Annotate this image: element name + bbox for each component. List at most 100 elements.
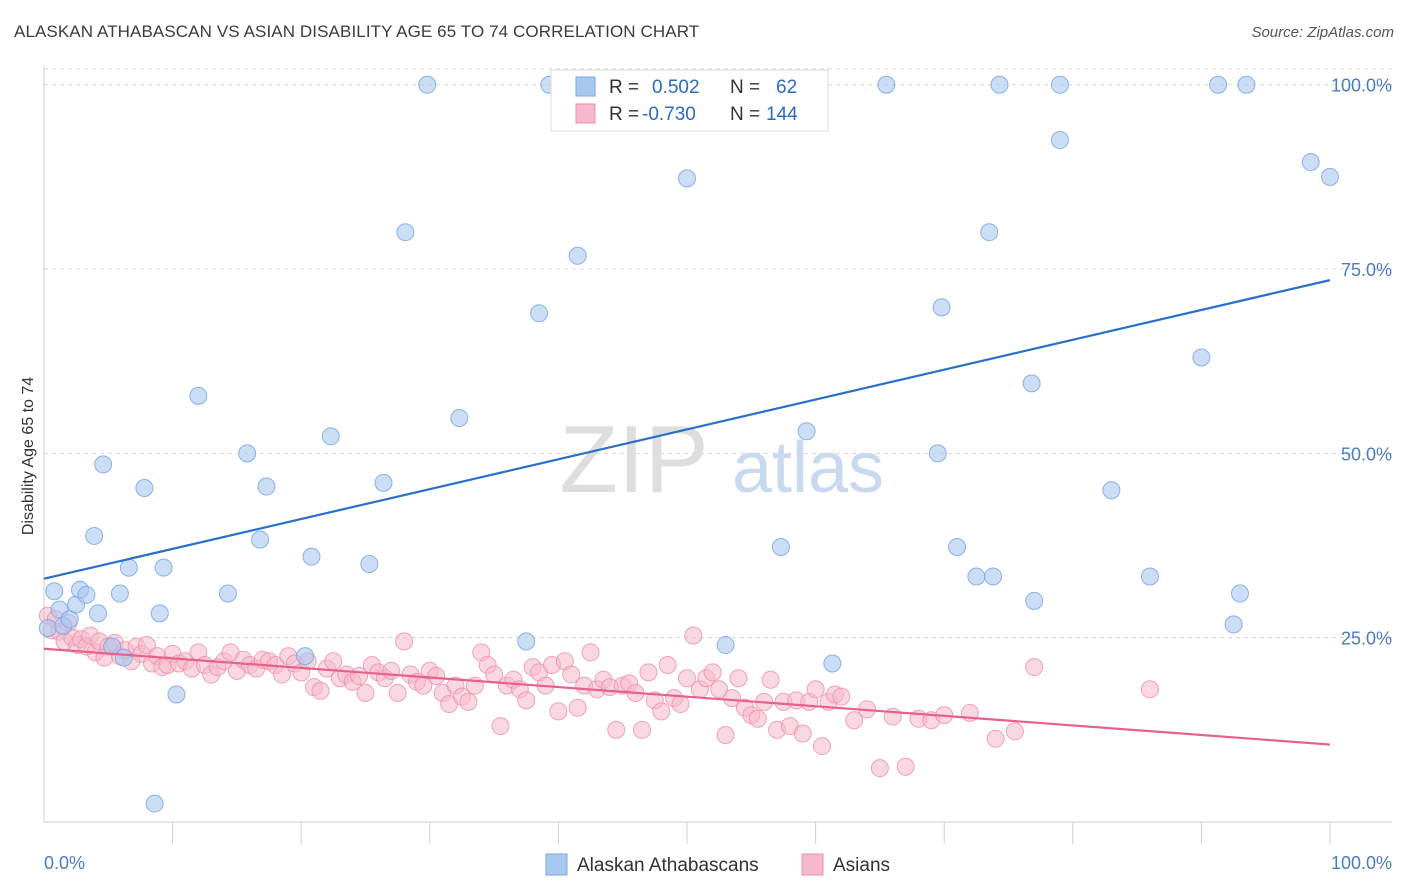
data-point-asians [562, 665, 581, 684]
data-point-alaskan-athabascans [1050, 75, 1069, 94]
data-point-asians [324, 652, 343, 671]
data-point-asians [607, 720, 626, 739]
data-point-asians [806, 680, 825, 699]
data-point-alaskan-athabascans [45, 582, 64, 601]
stats-legend-r-value-blue: 0.502 [652, 77, 700, 98]
data-point-alaskan-athabascans [119, 558, 138, 577]
data-point-alaskan-athabascans [1224, 615, 1243, 634]
data-point-asians [710, 680, 729, 699]
stats-legend-n-value-blue: 62 [776, 77, 797, 98]
data-point-alaskan-athabascans [85, 526, 104, 545]
x-tick-label-max: 100.0% [1331, 853, 1392, 873]
data-point-alaskan-athabascans [1022, 374, 1041, 393]
data-point-asians [356, 683, 375, 702]
data-point-alaskan-athabascans [1025, 591, 1044, 610]
stats-legend-n-label-blue: N = [730, 77, 760, 98]
data-point-alaskan-athabascans [928, 444, 947, 463]
data-point-alaskan-athabascans [990, 75, 1009, 94]
data-point-asians [568, 698, 587, 717]
data-point-alaskan-athabascans [716, 636, 735, 655]
data-point-alaskan-athabascans [251, 530, 270, 549]
y-axis-label: Disability Age 65 to 74 [20, 377, 37, 535]
data-point-asians [632, 720, 651, 739]
data-point-alaskan-athabascans [1230, 584, 1249, 603]
data-point-alaskan-athabascans [1050, 131, 1069, 150]
data-point-asians [870, 759, 889, 778]
data-point-alaskan-athabascans [568, 246, 587, 265]
data-point-alaskan-athabascans [374, 473, 393, 492]
trendline-alaskan-athabascans [43, 279, 1331, 580]
data-point-asians [832, 687, 851, 706]
data-point-alaskan-athabascans [77, 585, 96, 604]
data-point-alaskan-athabascans [38, 619, 57, 638]
legend-swatch-alaskan-athabascans [545, 853, 568, 876]
data-point-asians [459, 692, 478, 711]
data-point-asians [671, 695, 690, 714]
data-point-asians [395, 632, 414, 651]
data-point-alaskan-athabascans [797, 422, 816, 441]
stats-legend-r-label-pink: R = [609, 104, 639, 125]
data-point-alaskan-athabascans [823, 654, 842, 673]
x-tick-label-min: 0.0% [44, 853, 85, 873]
data-point-alaskan-athabascans [967, 567, 986, 586]
y-tick-label: 25.0% [1341, 629, 1392, 649]
y-tick-label: 75.0% [1341, 260, 1392, 280]
data-point-alaskan-athabascans [530, 304, 549, 323]
data-point-alaskan-athabascans [302, 547, 321, 566]
data-point-alaskan-athabascans [877, 75, 896, 94]
data-point-asians [793, 724, 812, 743]
data-point-alaskan-athabascans [396, 223, 415, 242]
y-tick-label: 50.0% [1341, 444, 1392, 464]
trendline-asians [43, 647, 1331, 746]
data-point-alaskan-athabascans [94, 455, 113, 474]
data-point-alaskan-athabascans [984, 567, 1003, 586]
data-point-asians [703, 663, 722, 682]
chart-title: ALASKAN ATHABASCAN VS ASIAN DISABILITY A… [14, 22, 700, 41]
data-point-alaskan-athabascans [1301, 153, 1320, 172]
stats-legend-frame [550, 69, 829, 132]
data-point-alaskan-athabascans [189, 386, 208, 405]
data-point-alaskan-athabascans [678, 169, 696, 188]
data-point-asians [491, 717, 510, 736]
y-tick-label: 100.0% [1331, 76, 1392, 96]
data-point-asians [652, 702, 671, 721]
series-asians [38, 606, 1159, 778]
data-point-asians [1005, 722, 1024, 741]
data-point-alaskan-athabascans [418, 75, 437, 94]
data-point-asians [311, 681, 330, 700]
data-point-alaskan-athabascans [360, 554, 379, 573]
data-point-asians [896, 757, 915, 776]
data-point-asians [581, 643, 600, 662]
data-point-asians [716, 726, 735, 745]
data-point-asians [1140, 680, 1159, 699]
data-point-asians [723, 689, 742, 708]
stats-legend-swatch-pink [575, 103, 596, 124]
data-point-asians [845, 711, 864, 730]
legend-label-asians: Asians [833, 855, 890, 876]
data-point-alaskan-athabascans [135, 479, 154, 498]
data-point-asians [748, 709, 767, 728]
data-point-asians [1025, 658, 1044, 677]
data-point-alaskan-athabascans [110, 584, 129, 603]
data-point-asians [986, 729, 1005, 748]
stats-legend-swatch-blue [575, 76, 596, 97]
data-point-alaskan-athabascans [1192, 348, 1211, 367]
data-point-asians [639, 663, 658, 682]
watermark-zip: ZIP [559, 406, 708, 513]
axes: 0.0% 100.0% [43, 66, 1392, 873]
legend-label-alaskan-athabascans: Alaskan Athabascans [577, 855, 759, 876]
data-point-alaskan-athabascans [296, 647, 315, 666]
data-point-alaskan-athabascans [517, 632, 536, 651]
series-legend: Alaskan Athabascans Asians [545, 853, 890, 876]
data-point-alaskan-athabascans [321, 427, 340, 446]
stats-legend-r-value-pink: -0.730 [642, 104, 696, 125]
data-point-asians [678, 669, 696, 688]
data-point-alaskan-athabascans [238, 444, 257, 463]
stats-legend: R = 0.502 N = 62 R = -0.730 N = 144 [550, 69, 829, 132]
y-axis-label-group: Disability Age 65 to 74 [20, 377, 37, 535]
gridlines: 25.0% 50.0% 75.0% 100.0% [44, 68, 1392, 649]
data-point-alaskan-athabascans [150, 604, 169, 623]
data-point-alaskan-athabascans [1209, 75, 1228, 94]
